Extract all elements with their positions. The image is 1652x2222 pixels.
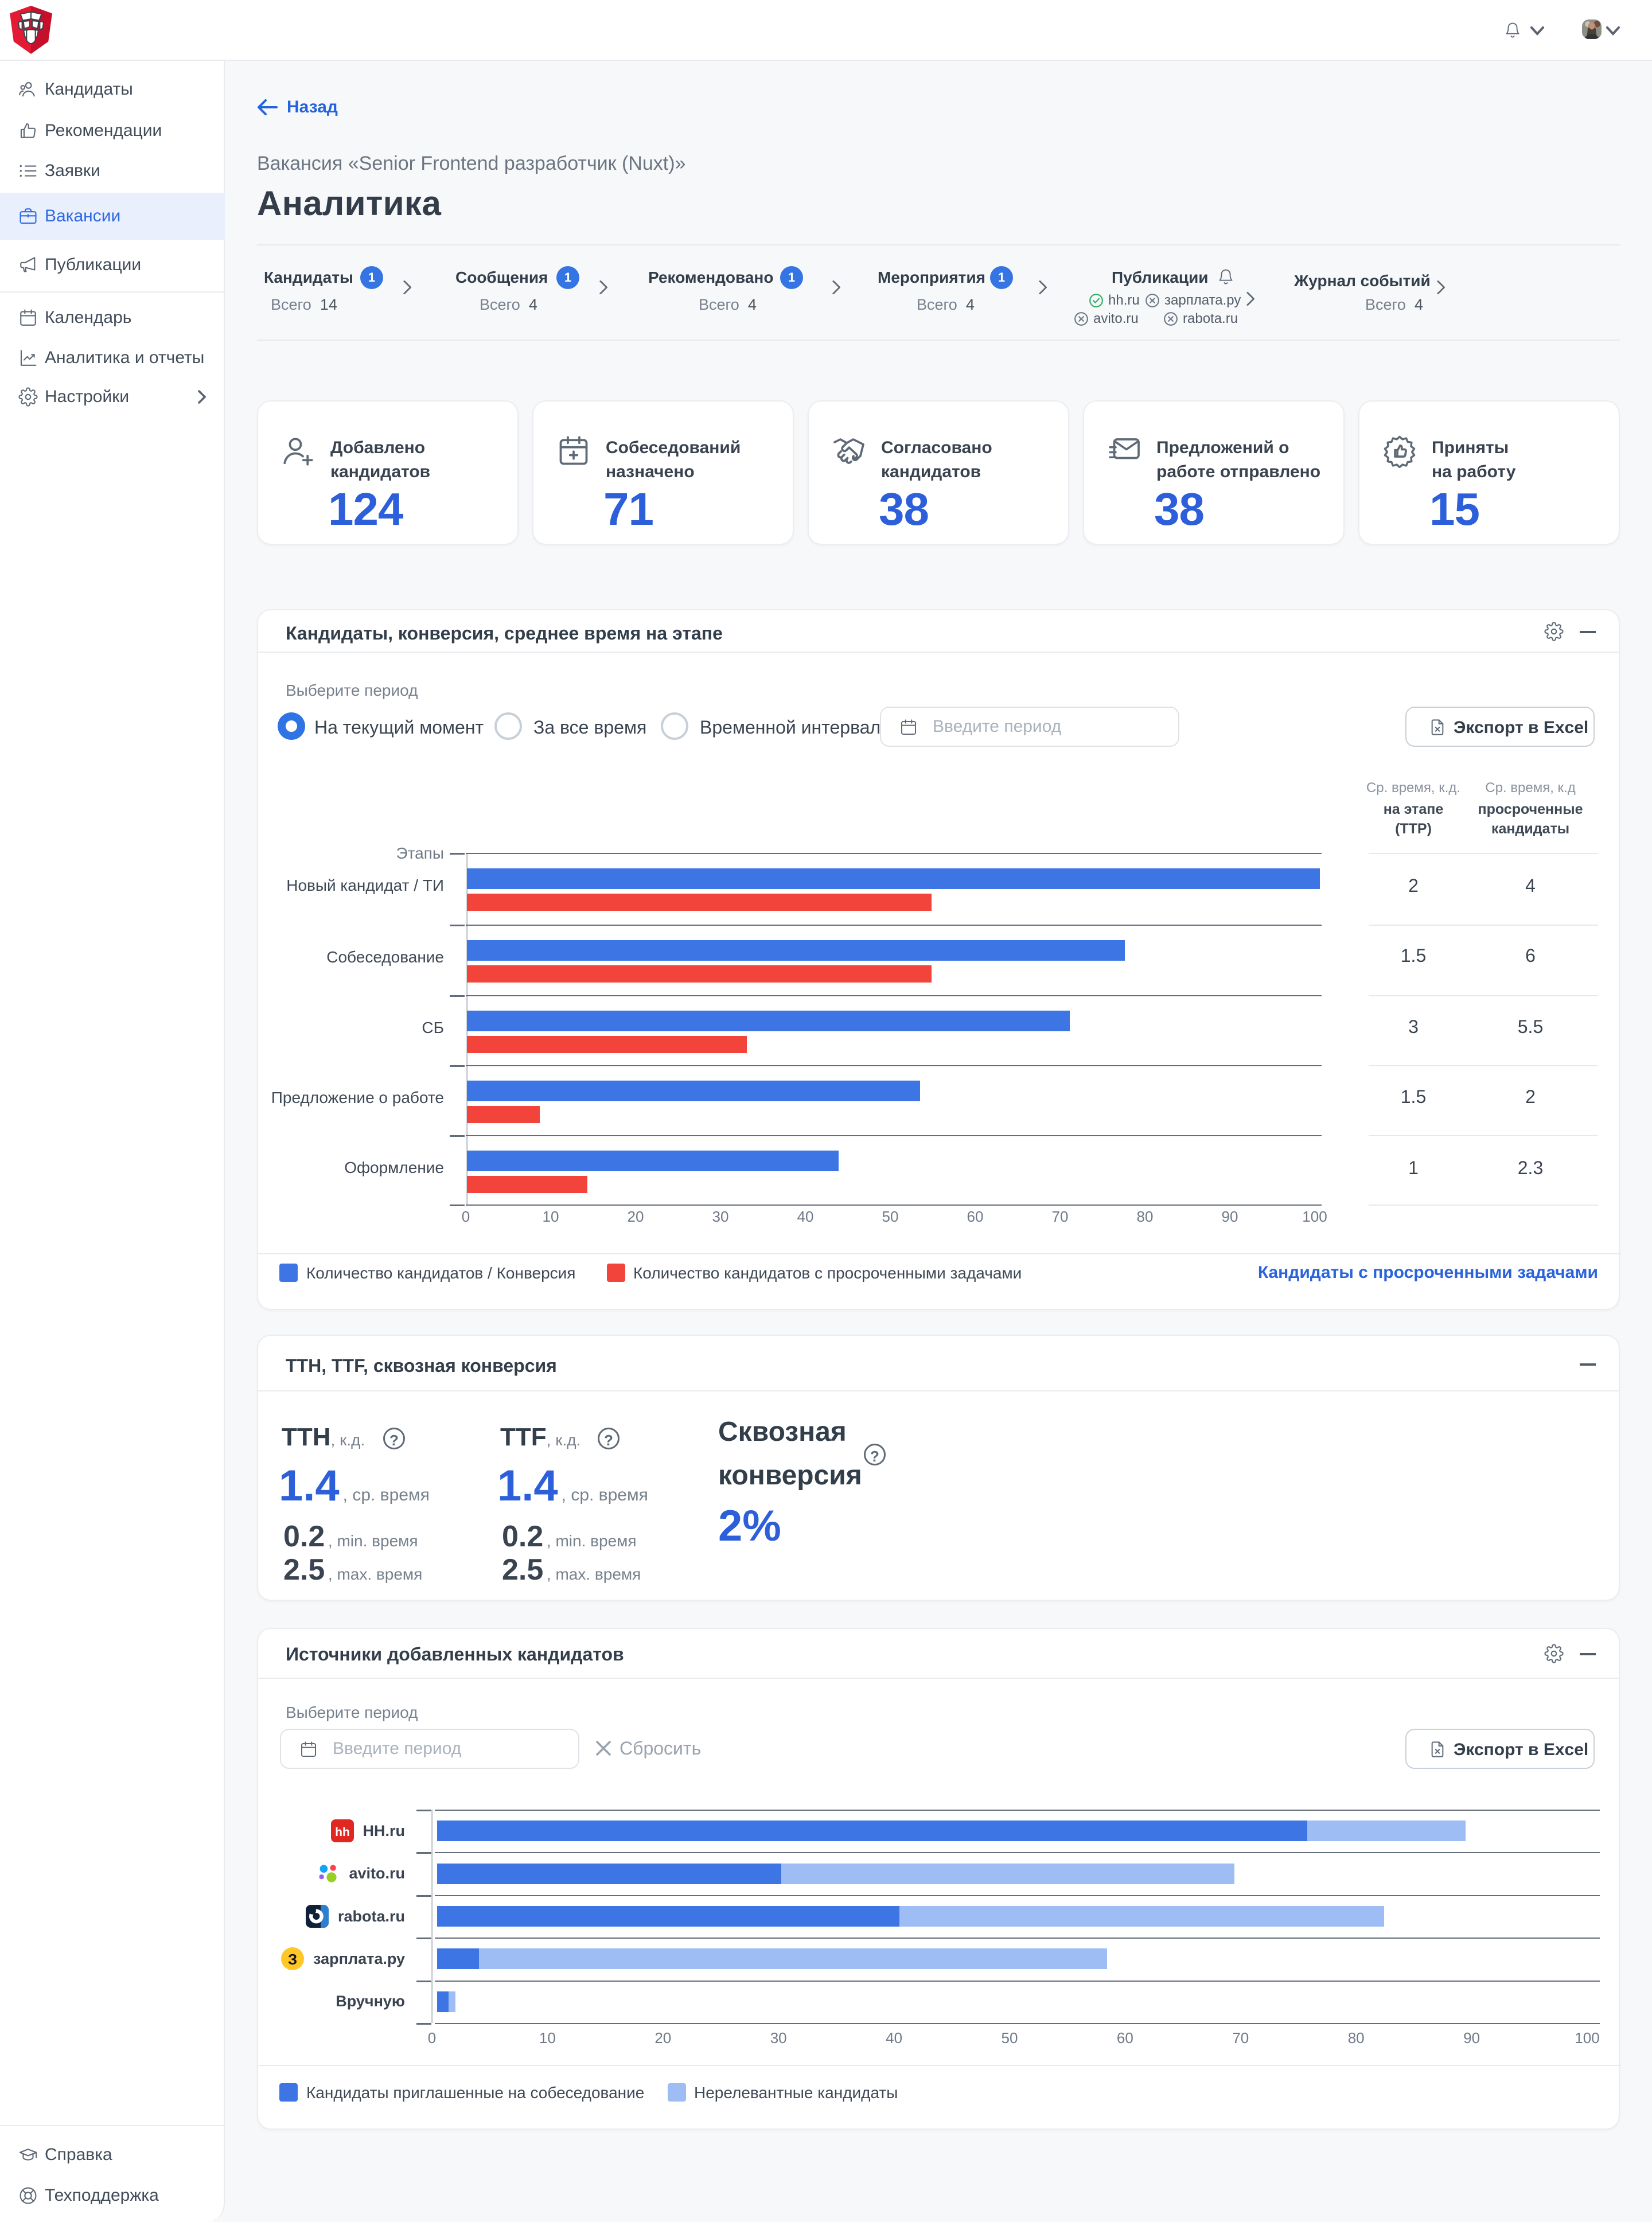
svg-text:hh: hh: [335, 1826, 350, 1839]
svg-text:З: З: [288, 1951, 297, 1968]
